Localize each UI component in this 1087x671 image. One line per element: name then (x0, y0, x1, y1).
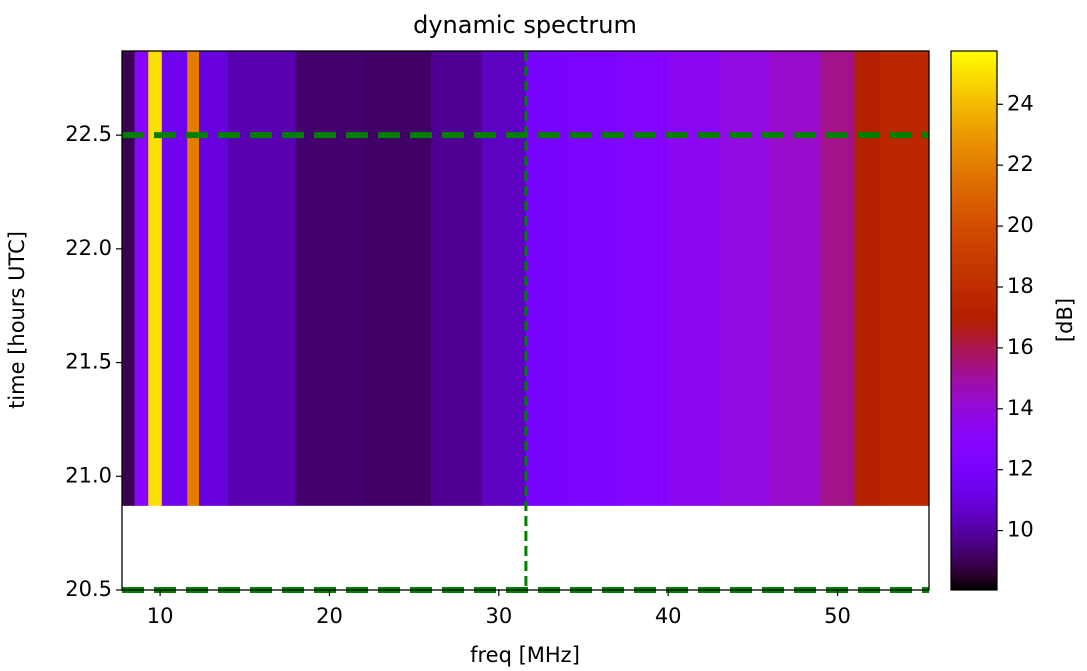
spectrum-cell (199, 51, 229, 506)
x-tick-label: 50 (824, 604, 851, 628)
y-tick-label: 21.0 (65, 463, 112, 487)
x-tick-label: 10 (147, 604, 174, 628)
y-tick-label: 21.5 (65, 350, 112, 374)
spectrum-cell (525, 51, 568, 506)
colorbar-tick-label: 12 (1007, 457, 1034, 481)
spectrum-cell (769, 51, 822, 506)
x-axis-label: freq [MHz] (470, 643, 580, 667)
spectrum-cell (363, 51, 432, 506)
spectrum-cell (431, 51, 483, 506)
chart-title: dynamic spectrum (413, 11, 637, 39)
spectrum-cell (668, 51, 720, 506)
spectrum-cell (295, 51, 364, 506)
spectrum-cell (134, 51, 149, 506)
spectrum-cell (820, 51, 855, 506)
colorbar (950, 50, 998, 591)
x-tick-label: 20 (316, 604, 343, 628)
colorbar-tick-label: 14 (1007, 396, 1034, 420)
y-tick-label: 22.5 (65, 122, 112, 146)
spectrum-cell (481, 51, 527, 506)
y-tick-label: 20.5 (65, 577, 112, 601)
spectrum-cell (122, 51, 136, 506)
spectrum-cell (227, 51, 297, 506)
y-axis-label: time [hours UTC] (5, 231, 29, 409)
x-tick-label: 30 (485, 604, 512, 628)
spectrum-cell (718, 51, 771, 506)
spectrum-cell (879, 51, 930, 506)
spectrum-cell (566, 51, 618, 506)
spectrum-cell (187, 51, 200, 506)
colorbar-tick-label: 18 (1007, 274, 1034, 298)
spectrum-cell (148, 51, 163, 506)
colorbar-tick-label: 22 (1007, 152, 1034, 176)
x-tick-label: 40 (655, 604, 682, 628)
y-tick-label: 22.0 (65, 236, 112, 260)
colorbar-tick-label: 16 (1007, 335, 1034, 359)
colorbar-tick-label: 10 (1007, 518, 1034, 542)
spectrum-cell (854, 51, 881, 506)
spectrum-cell (161, 51, 188, 506)
colorbar-tick-label: 20 (1007, 213, 1034, 237)
colorbar-tick-label: 24 (1007, 91, 1034, 115)
plot-frame (121, 50, 930, 591)
colorbar-label: [dB] (1053, 298, 1077, 342)
spectrum-cell (617, 51, 669, 506)
